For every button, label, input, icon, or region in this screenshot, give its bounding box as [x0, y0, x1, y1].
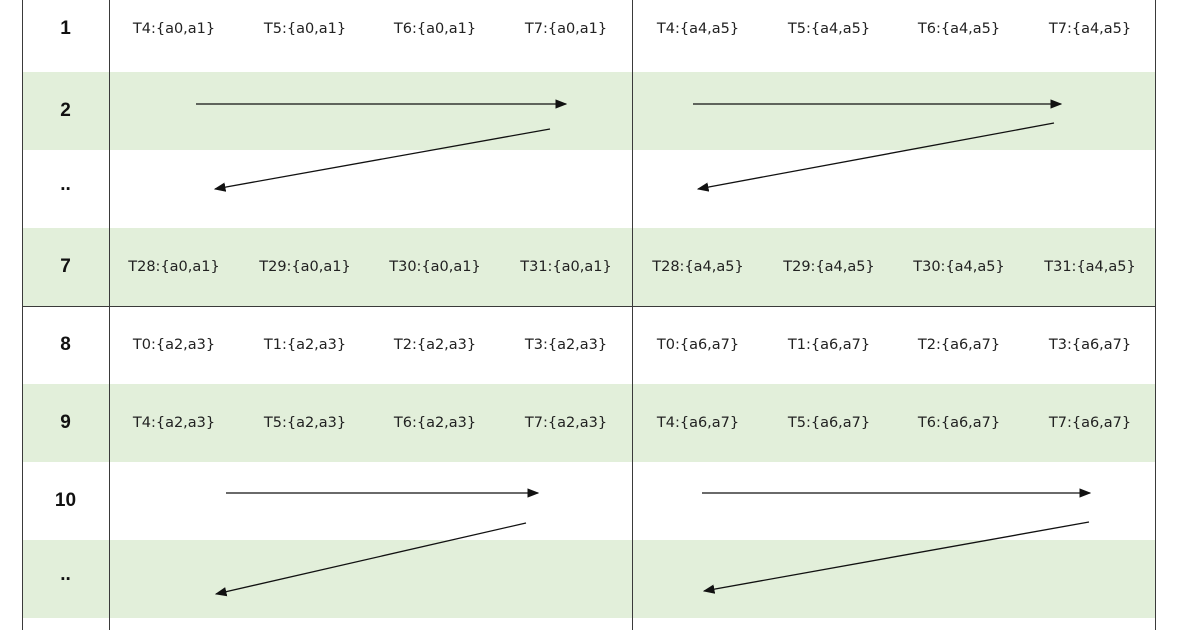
thread-cell: T0:{a6,a7} — [656, 337, 740, 353]
grid-vertical-line — [1155, 0, 1156, 630]
grid-vertical-line — [632, 0, 633, 630]
thread-cell: T5:{a6,a7} — [787, 415, 871, 431]
thread-cell: T4:{a4,a5} — [656, 21, 740, 37]
row-label: .. — [60, 174, 71, 195]
thread-cell: T7:{a4,a5} — [1048, 21, 1132, 37]
thread-cell: T3:{a6,a7} — [1048, 337, 1132, 353]
row-label: .. — [60, 564, 71, 585]
row-band — [22, 72, 1156, 150]
row-label: 1 — [60, 18, 71, 39]
thread-cell: T6:{a6,a7} — [917, 415, 1001, 431]
thread-cell: T5:{a0,a1} — [263, 21, 347, 37]
thread-cell: T30:{a0,a1} — [389, 259, 481, 275]
thread-cell: T0:{a2,a3} — [132, 337, 216, 353]
thread-cell: T29:{a4,a5} — [783, 259, 875, 275]
thread-cell: T31:{a4,a5} — [1044, 259, 1136, 275]
thread-cell: T28:{a0,a1} — [128, 259, 220, 275]
thread-cell: T1:{a2,a3} — [263, 337, 347, 353]
thread-cell: T4:{a0,a1} — [132, 21, 216, 37]
thread-cell: T4:{a6,a7} — [656, 415, 740, 431]
row-band — [22, 384, 1156, 462]
thread-cell: T5:{a2,a3} — [263, 415, 347, 431]
group-divider-line — [22, 306, 1156, 307]
arrow-back — [214, 522, 527, 597]
row-label: 9 — [60, 412, 71, 433]
thread-cell: T2:{a6,a7} — [917, 337, 1001, 353]
thread-cell: T6:{a4,a5} — [917, 21, 1001, 37]
thread-cell: T4:{a2,a3} — [132, 415, 216, 431]
thread-cell: T6:{a0,a1} — [393, 21, 477, 37]
arrow-back — [213, 128, 551, 192]
thread-cell: T1:{a6,a7} — [787, 337, 871, 353]
arrow-back — [702, 521, 1090, 594]
row-band — [22, 540, 1156, 618]
thread-cell: T7:{a2,a3} — [524, 415, 608, 431]
thread-cell: T31:{a0,a1} — [520, 259, 612, 275]
thread-cell: T29:{a0,a1} — [259, 259, 351, 275]
row-band — [22, 228, 1156, 306]
thread-cell: T2:{a2,a3} — [393, 337, 477, 353]
row-label: 7 — [60, 256, 71, 277]
thread-cell: T7:{a0,a1} — [524, 21, 608, 37]
row-label: 10 — [54, 490, 77, 511]
thread-cell: T3:{a2,a3} — [524, 337, 608, 353]
thread-cell: T28:{a4,a5} — [652, 259, 744, 275]
thread-cell: T7:{a6,a7} — [1048, 415, 1132, 431]
grid-vertical-line — [109, 0, 110, 630]
thread-cell: T6:{a2,a3} — [393, 415, 477, 431]
thread-cell: T5:{a4,a5} — [787, 21, 871, 37]
row-label: 8 — [60, 334, 71, 355]
arrow-back — [696, 122, 1055, 192]
grid-vertical-line — [22, 0, 23, 630]
thread-cell: T30:{a4,a5} — [913, 259, 1005, 275]
row-label: 2 — [60, 100, 71, 121]
